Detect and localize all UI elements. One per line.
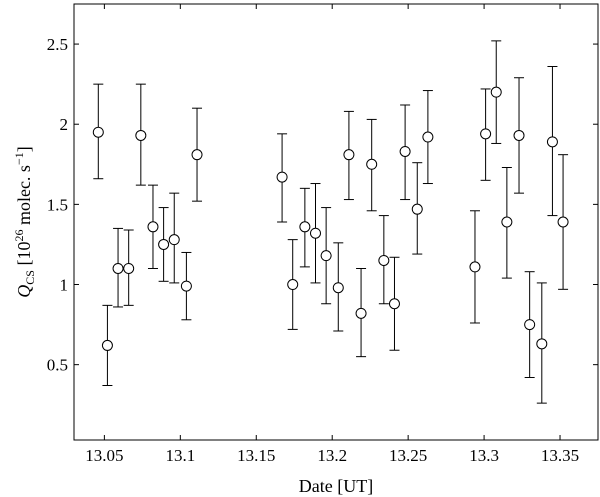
y-axis-title-sub: CS	[23, 270, 37, 285]
data-point	[320, 207, 332, 305]
x-tick-label: 13.05	[85, 446, 123, 465]
data-point	[276, 133, 288, 223]
x-axis-ticks: 13.05 13.1 13.15 13.2 13.25 13.3 13.35	[85, 4, 579, 465]
data-point	[299, 187, 311, 268]
data-point	[135, 83, 147, 186]
data-marker	[92, 126, 104, 138]
data-marker	[422, 131, 434, 143]
data-marker	[399, 145, 411, 157]
data-point	[343, 110, 355, 201]
data-point	[524, 271, 536, 378]
y-axis-title-mid: molec. s	[14, 165, 34, 230]
data-point	[168, 192, 180, 284]
y-tick-label: 2	[60, 115, 69, 134]
data-point	[388, 256, 400, 351]
x-tick-label: 13.1	[165, 446, 195, 465]
y-tick-label: 0.5	[47, 356, 68, 375]
data-marker	[524, 319, 536, 331]
data-point	[546, 66, 558, 217]
y-tick-label: 1	[60, 276, 69, 295]
data-marker	[411, 203, 423, 215]
data-point	[123, 229, 135, 306]
y-axis-title-exp: 26	[12, 230, 26, 242]
data-point	[158, 207, 170, 282]
data-marker	[355, 307, 367, 319]
data-point	[355, 267, 367, 358]
x-tick-label: 13.15	[237, 446, 275, 465]
data-point	[191, 107, 203, 202]
data-marker	[332, 282, 344, 294]
data-marker	[513, 129, 525, 141]
data-point	[422, 90, 434, 185]
y-tick-label: 2.5	[47, 35, 68, 54]
data-marker	[158, 238, 170, 250]
data-point	[309, 183, 321, 284]
y-axis-title-close: ]	[14, 146, 34, 152]
data-marker	[388, 298, 400, 310]
x-tick-label: 13.25	[389, 446, 427, 465]
x-axis-title: Date [UT]	[299, 476, 373, 496]
data-marker	[276, 171, 288, 183]
data-marker	[366, 158, 378, 170]
data-marker	[546, 136, 558, 148]
data-marker	[490, 86, 502, 98]
data-points	[92, 40, 569, 404]
data-marker	[343, 149, 355, 161]
y-axis-title-q: Q	[14, 285, 34, 298]
data-point	[287, 239, 299, 330]
y-axis-title-exp2: −1	[12, 152, 26, 165]
data-point	[92, 83, 104, 180]
data-marker	[557, 216, 569, 228]
data-marker	[299, 221, 311, 233]
data-marker	[123, 262, 135, 274]
data-marker	[501, 216, 513, 228]
data-marker	[112, 262, 124, 274]
data-point	[332, 242, 344, 332]
data-marker	[180, 280, 192, 292]
data-point	[557, 154, 569, 290]
data-point	[536, 282, 548, 404]
data-point	[480, 88, 492, 181]
data-marker	[378, 254, 390, 266]
y-axis-title-open: [10	[14, 242, 34, 271]
data-point	[469, 210, 481, 324]
data-marker	[191, 149, 203, 161]
data-point	[180, 251, 192, 321]
y-axis-ticks: 0.5 1 1.5 2 2.5	[47, 35, 598, 375]
y-tick-label: 1.5	[47, 195, 68, 214]
data-point	[399, 104, 411, 201]
x-tick-label: 13.2	[317, 446, 347, 465]
data-point	[501, 167, 513, 279]
y-axis-title: QCS [1026 molec. s−1]	[12, 146, 37, 297]
data-marker	[147, 221, 159, 233]
data-point	[101, 304, 113, 386]
data-marker	[287, 279, 299, 291]
plot-frame	[73, 3, 599, 441]
data-marker	[480, 128, 492, 140]
data-point	[147, 184, 159, 269]
data-marker	[101, 339, 113, 351]
data-point	[490, 40, 502, 144]
data-point	[411, 162, 423, 255]
data-marker	[320, 250, 332, 262]
data-marker	[469, 261, 481, 273]
data-marker	[536, 338, 548, 350]
data-marker	[168, 234, 180, 246]
data-point	[366, 118, 378, 212]
data-point	[112, 227, 124, 308]
data-point	[513, 77, 525, 194]
data-marker	[135, 129, 147, 141]
data-marker	[309, 227, 321, 239]
x-tick-label: 13.35	[541, 446, 579, 465]
data-point	[378, 215, 390, 305]
x-tick-label: 13.3	[469, 446, 499, 465]
